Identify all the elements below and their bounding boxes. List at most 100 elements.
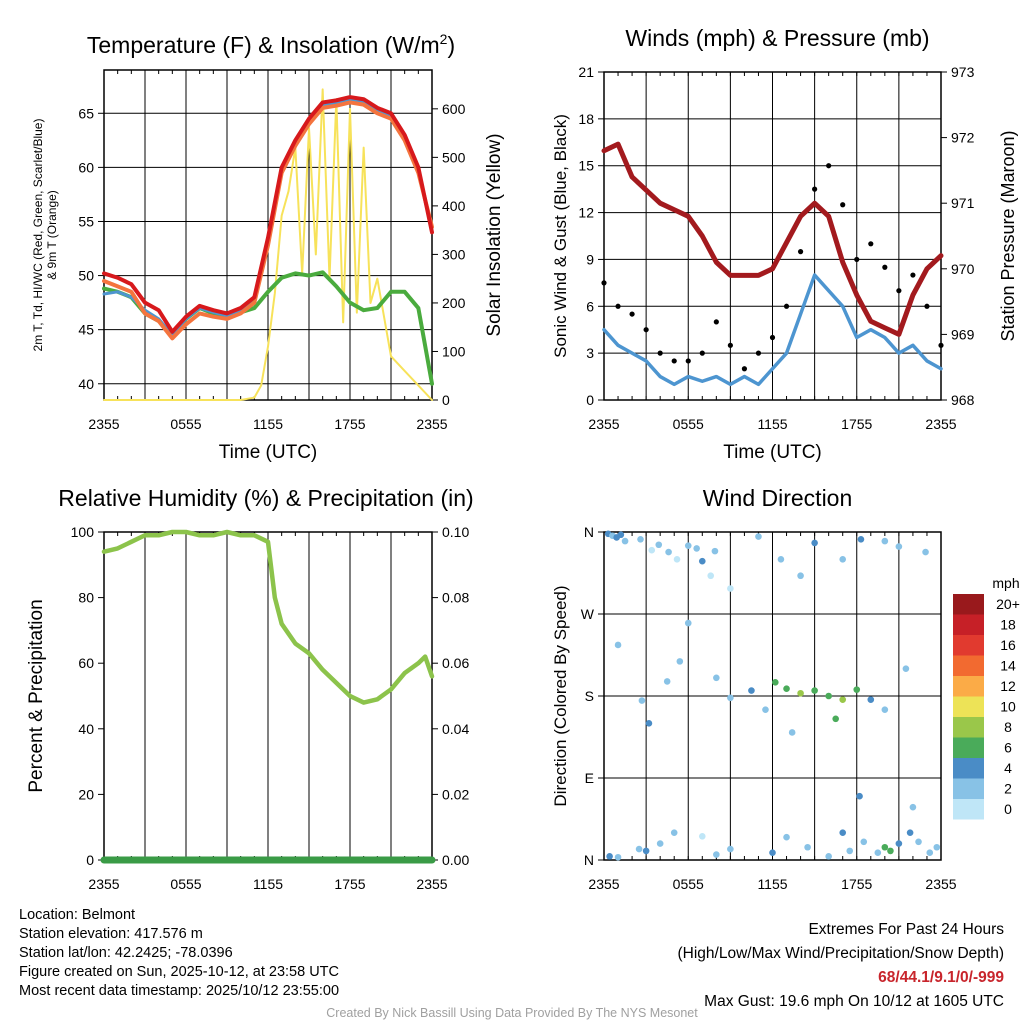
gust-point <box>769 334 776 341</box>
rh-ytick-label-left: 60 <box>78 655 94 671</box>
wind-direction-point <box>933 843 941 851</box>
wind-direction-point <box>825 853 832 860</box>
temp-ytick-label-right: 100 <box>442 343 466 359</box>
temp-ytick-label-right: 600 <box>442 101 466 117</box>
wind-direction-point <box>777 556 785 563</box>
speed-legend-swatch <box>953 758 984 779</box>
gust-point <box>797 249 804 255</box>
speed-legend-swatch <box>953 778 984 799</box>
wind-direction-point <box>846 847 854 855</box>
station-pressure-line <box>601 141 944 337</box>
rh-xtick-label: 1755 <box>334 876 365 892</box>
wind-direction-point <box>670 829 678 836</box>
gust-point <box>783 303 790 309</box>
temp-ytick-label-right: 500 <box>442 149 466 165</box>
gust-point <box>601 280 607 286</box>
rh-ytick-label-left: 80 <box>78 590 94 606</box>
temp-xtick-label: 1155 <box>253 416 283 432</box>
gust-point <box>826 163 832 169</box>
temp-ylabel-left-2: & 9m T (Orange) <box>45 190 59 280</box>
wind-direction-point <box>614 641 622 649</box>
wind-direction-point <box>645 720 653 727</box>
wind-direction-point <box>811 539 818 547</box>
wind-direction-point <box>887 847 894 855</box>
speed-legend-label: 10 <box>1000 699 1016 715</box>
wind-direction-point <box>881 843 889 851</box>
wind-direction-point <box>839 556 847 563</box>
solar-insolation-line <box>103 88 433 401</box>
rh-ytick-label-right: 0.10 <box>442 524 469 540</box>
extremes-title: Extremes For Past 24 Hours <box>808 921 1004 938</box>
wind-direction-point <box>727 845 734 853</box>
wind-ytick-label-left: 18 <box>578 111 594 127</box>
wind-direction-point <box>614 853 622 861</box>
wind-direction-point <box>915 838 922 846</box>
wind-direction-point <box>727 585 734 592</box>
rh-xtick-label: 1155 <box>253 876 283 892</box>
speed-legend-label: 14 <box>1000 658 1016 674</box>
wind-direction-point <box>642 847 650 855</box>
gust-point <box>657 350 663 356</box>
wind-direction-point <box>711 547 719 555</box>
speed-legend-swatch <box>953 655 984 676</box>
gust-point <box>812 186 818 192</box>
wind-xtick-label: 2355 <box>588 416 619 432</box>
wind-direction-point <box>637 535 644 543</box>
rh-xtick-label: 2355 <box>416 876 447 892</box>
temperature-2m-line <box>102 95 434 334</box>
wind-xtick-label: 0555 <box>673 416 704 432</box>
speed-legend-swatch <box>953 717 984 738</box>
speed-legend-label: 16 <box>1000 637 1016 653</box>
wind-plot-frame <box>603 71 942 401</box>
station-info: Location: Belmont Station elevation: 417… <box>19 906 339 1001</box>
speed-legend-label: 0 <box>1004 801 1012 817</box>
wind-xlabel: Time (UTC) <box>723 442 822 463</box>
gust-point <box>643 327 649 333</box>
temp-title-superscript: 2 <box>440 31 448 47</box>
wind-direction-point <box>684 619 692 627</box>
wind-chart-title: Winds (mph) & Pressure (mb) <box>625 25 929 51</box>
dir-plot-frame <box>603 531 942 861</box>
wind-ytick-label-right: 973 <box>951 64 975 80</box>
wind-direction-point <box>655 541 663 549</box>
wind-direction-point <box>797 572 804 580</box>
wind-ytick-label-right: 969 <box>951 326 975 342</box>
wind-ytick-label-left: 9 <box>586 251 594 267</box>
gust-point <box>755 350 762 356</box>
gust-point <box>896 288 902 294</box>
temp-xtick-label: 0555 <box>170 416 201 432</box>
wind-direction-point <box>693 545 700 552</box>
rh-ytick-label-right: 0.02 <box>442 786 469 802</box>
speed-legend-swatch <box>953 737 984 758</box>
rh-chart-title: Relative Humidity (%) & Precipitation (i… <box>58 485 473 511</box>
wind-direction-point <box>762 706 769 713</box>
wind-ytick-label-left: 21 <box>578 64 594 80</box>
wind-ytick-label-right: 971 <box>951 195 975 211</box>
wind-direction-point <box>617 531 625 539</box>
speed-legend-label: 12 <box>1000 678 1016 694</box>
dir-xtick-label: 0555 <box>673 876 704 892</box>
wind-xtick-label: 1155 <box>757 416 787 432</box>
wind-direction-point <box>906 829 914 836</box>
temp-ytick-label-right: 200 <box>442 295 466 311</box>
speed-legend-swatch <box>953 676 984 697</box>
rh-xtick-label: 2355 <box>88 876 119 892</box>
wind-direction-point <box>922 548 929 556</box>
rh-ytick-label-left: 40 <box>78 721 94 737</box>
wind-ytick-label-right: 970 <box>951 261 975 277</box>
temp-ytick-label-left: 50 <box>78 268 94 284</box>
speed-legend-title: mph <box>992 575 1019 591</box>
rh-ytick-label-left: 0 <box>86 852 94 868</box>
wind-direction-point <box>902 665 910 672</box>
wind-direction-point <box>797 689 804 697</box>
wind-direction-point <box>713 674 720 682</box>
rh-ytick-label-right: 0.00 <box>442 852 469 868</box>
gust-point <box>699 350 705 356</box>
gust-point <box>882 264 888 270</box>
wind-direction-point <box>684 542 692 549</box>
wind-direction-point <box>860 838 868 846</box>
gust-point <box>615 303 621 309</box>
speed-legend-label: 8 <box>1004 719 1012 735</box>
speed-legend-swatch <box>953 594 984 615</box>
